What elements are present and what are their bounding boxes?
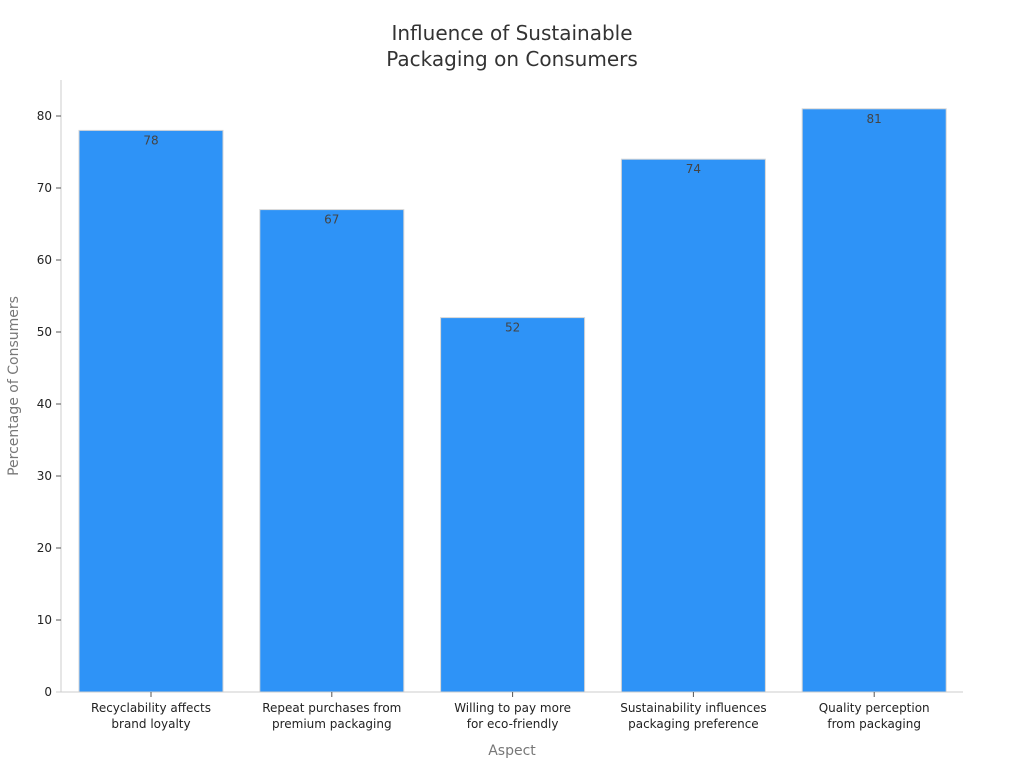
bar-value-label: 74 — [686, 162, 701, 176]
x-tick-label: packaging preference — [628, 717, 759, 731]
y-tick-label: 80 — [37, 109, 52, 123]
data-labels-group: 78 67 52 74 81 — [143, 112, 881, 335]
bar-value-label: 52 — [505, 321, 520, 335]
x-tick-label: for eco-friendly — [467, 717, 559, 731]
x-tick-label: brand loyalty — [111, 717, 190, 731]
y-tick-label: 50 — [37, 325, 52, 339]
bar — [440, 317, 586, 693]
y-axis-title: Percentage of Consumers — [6, 296, 22, 476]
x-tick-label: Repeat purchases from — [262, 701, 401, 715]
x-tick-label: Recyclability affects — [91, 701, 211, 715]
y-tick-label: 0 — [44, 685, 52, 699]
bar — [78, 129, 224, 693]
y-tick-label: 10 — [37, 613, 52, 627]
bar — [620, 158, 766, 693]
bar-value-label: 67 — [324, 213, 339, 227]
chart-title-line-1: Influence of Sustainable — [391, 21, 632, 45]
bar — [801, 108, 947, 693]
x-tick-label: from packaging — [827, 717, 921, 731]
y-tick-label: 30 — [37, 469, 52, 483]
x-tick-label: premium packaging — [272, 717, 392, 731]
y-tick-label: 20 — [37, 541, 52, 555]
y-tick-label: 60 — [37, 253, 52, 267]
x-axis-title: Aspect — [488, 743, 536, 759]
x-tick-label: Quality perception — [819, 701, 930, 715]
bar-value-label: 78 — [143, 133, 158, 147]
y-tick-label: 40 — [37, 397, 52, 411]
bar-value-label: 81 — [867, 112, 882, 126]
x-axis: Recyclability affects brand loyalty Repeat… — [56, 691, 963, 731]
chart-title-line-2: Packaging on Consumers — [386, 47, 638, 71]
y-axis: 0 10 20 30 40 50 60 70 80 — [37, 80, 62, 699]
x-tick-label: Willing to pay more — [454, 701, 571, 715]
bar — [259, 209, 405, 693]
x-tick-label: Sustainability influences — [620, 701, 766, 715]
y-tick-label: 70 — [37, 181, 52, 195]
bars-group — [78, 108, 947, 693]
